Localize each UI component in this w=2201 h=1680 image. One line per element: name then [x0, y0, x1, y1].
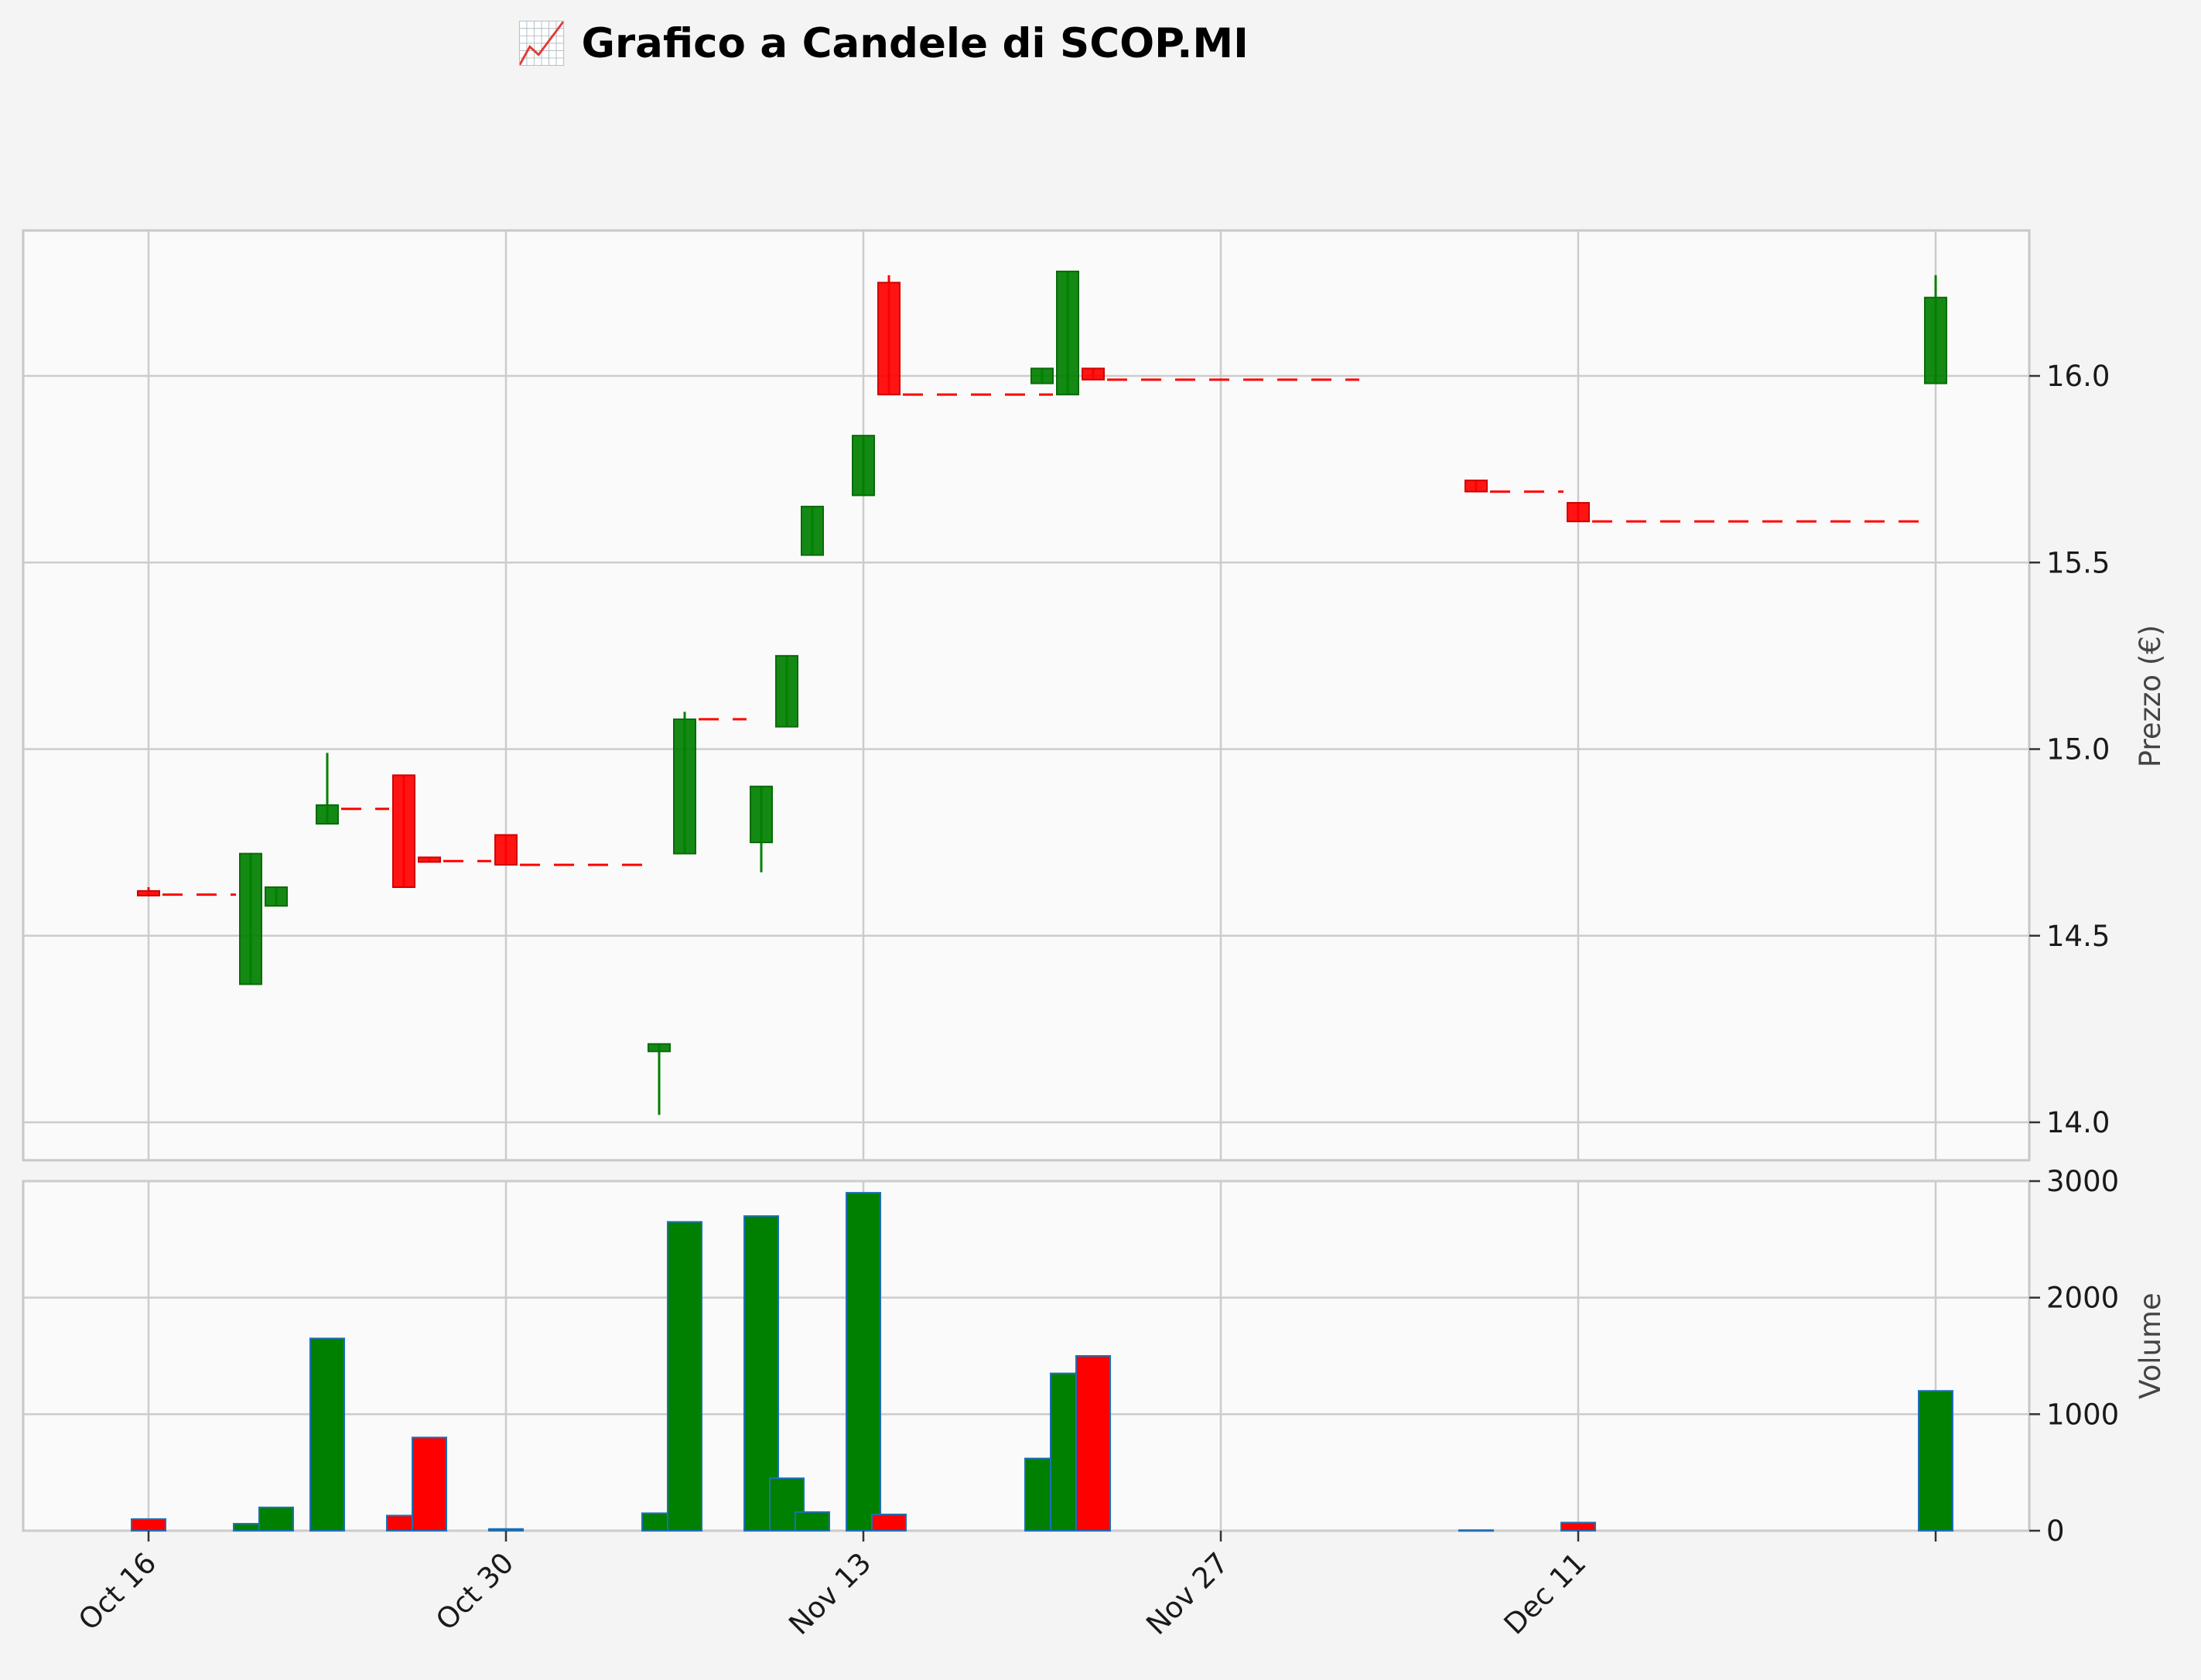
candle-body [1924, 296, 1947, 384]
candle-body [750, 785, 773, 844]
candle-body [648, 1043, 671, 1053]
candle-body [877, 282, 901, 396]
candle-body [1082, 367, 1105, 381]
volume-bar [488, 1528, 524, 1531]
volume-axis-label: Volume [2134, 1292, 2167, 1399]
chart-title: 📈 Grafico a Candele di SCOP.MI [516, 19, 1249, 67]
dashed-lines [162, 378, 1921, 896]
volume-bar [871, 1513, 907, 1531]
candle-body [494, 834, 518, 866]
candle-body [137, 890, 160, 896]
volume-bar [131, 1518, 166, 1532]
candle-body [1567, 502, 1590, 523]
candle-body [316, 804, 339, 825]
price-tick-label: 14.0 [2046, 1106, 2110, 1139]
volume-bar [667, 1221, 702, 1531]
volume-bar [846, 1192, 881, 1531]
price-tick-label: 14.5 [2046, 920, 2110, 953]
candle-body [775, 654, 798, 728]
candle-body [418, 856, 441, 863]
volume-tick-label: 0 [2046, 1514, 2065, 1548]
x-tick-label: Oct 16 [72, 1546, 162, 1637]
price-grid [23, 230, 2029, 1160]
volume-bar [795, 1511, 830, 1531]
volume-tick-label: 2000 [2046, 1282, 2119, 1315]
candle-body [239, 852, 262, 985]
volume-tick-label: 1000 [2046, 1398, 2119, 1431]
price-panel [22, 229, 2031, 1162]
candle-body [1056, 270, 1079, 396]
volume-bar [412, 1436, 447, 1532]
price-axis-label: Prezzo (€) [2134, 625, 2167, 767]
candle-body [1464, 480, 1488, 493]
volume-bar [1458, 1529, 1494, 1532]
volume-bar [1918, 1390, 1953, 1531]
candle-body [265, 886, 288, 907]
price-tick-label: 15.0 [2046, 733, 2110, 767]
x-tick-label: Nov 13 [782, 1546, 877, 1641]
volume-bar [1560, 1521, 1596, 1532]
x-tick-label: Dec 11 [1498, 1546, 1593, 1641]
candle-body [673, 718, 696, 855]
volume-tick-label: 3000 [2046, 1165, 2119, 1198]
volume-bar [309, 1337, 345, 1532]
x-tick-label: Nov 27 [1140, 1546, 1235, 1641]
candles [137, 270, 1947, 1115]
volume-bar [1075, 1355, 1111, 1531]
candle-body [1030, 367, 1054, 384]
volume-bars [131, 1192, 1953, 1532]
candle-body [392, 774, 415, 889]
x-tick-label: Oct 30 [429, 1546, 520, 1637]
candle-body [801, 505, 824, 556]
price-tick-label: 16.0 [2046, 360, 2110, 393]
price-tick-label: 15.5 [2046, 546, 2110, 579]
candle-body [852, 435, 875, 497]
volume-bar [258, 1506, 294, 1532]
